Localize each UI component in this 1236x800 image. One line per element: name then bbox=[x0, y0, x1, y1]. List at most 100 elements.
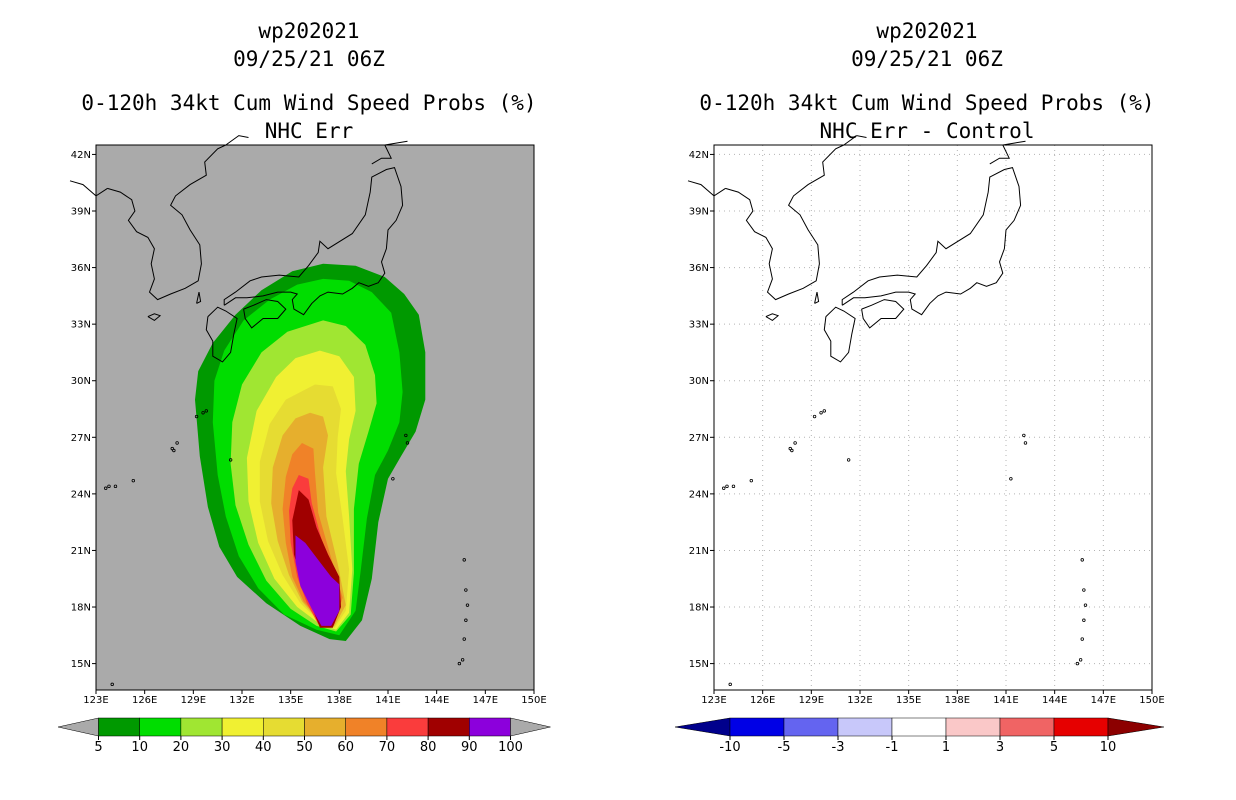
island-marker bbox=[170, 446, 174, 451]
colorbar-label: 60 bbox=[337, 740, 354, 755]
island-marker bbox=[793, 441, 797, 445]
island-marker bbox=[460, 658, 465, 662]
colorbar-high-arrow bbox=[510, 717, 551, 737]
colorbar-swatch bbox=[386, 717, 429, 737]
colorbar-low-arrow bbox=[57, 717, 99, 737]
island-marker bbox=[1023, 441, 1028, 445]
island-marker bbox=[107, 484, 111, 489]
right-chart-subtitle: NHC Err - Control bbox=[819, 119, 1035, 143]
colorbar-swatch bbox=[1053, 717, 1109, 737]
tsushima-coastline bbox=[196, 291, 202, 304]
colorbar-label: 70 bbox=[379, 740, 396, 755]
colorbar-swatch bbox=[837, 717, 893, 737]
lat-tick-label: 42N bbox=[689, 150, 709, 161]
colorbar-high-arrow bbox=[1107, 717, 1165, 737]
left-datetime: 09/25/21 06Z bbox=[233, 47, 385, 71]
island-marker bbox=[788, 446, 792, 451]
island-marker bbox=[819, 411, 823, 415]
island-marker bbox=[405, 441, 410, 445]
left-chart-panel: wp202021 09/25/21 06Z 0-120h 34kt Cum Wi… bbox=[57, 19, 551, 755]
left-probability-map: 42N 39N 36N 33N 30N 27N 24N 21N 18N 15N 123E 126E 12… bbox=[57, 135, 551, 755]
island-marker bbox=[391, 477, 395, 481]
lat-tick-label: 33N bbox=[71, 320, 91, 331]
colorbar-swatch bbox=[304, 717, 346, 737]
colorbar-label: 20 bbox=[173, 740, 190, 755]
map-frame bbox=[713, 144, 1153, 691]
lat-tick-label: 18N bbox=[689, 603, 709, 614]
lat-tick-label: 30N bbox=[689, 376, 709, 387]
map-background bbox=[714, 145, 1152, 690]
china-coastline bbox=[69, 180, 108, 197]
colorbar-swatch bbox=[469, 717, 511, 737]
russia-coastline bbox=[843, 135, 867, 146]
lon-tick-label: 132E bbox=[847, 695, 872, 706]
colorbar-label: 40 bbox=[255, 740, 272, 755]
island-marker bbox=[1083, 603, 1088, 607]
colorbar-swatch bbox=[945, 717, 1001, 737]
lon-tick-label: 129E bbox=[181, 695, 206, 706]
lat-tick-label: 24N bbox=[71, 489, 91, 500]
right-datetime: 09/25/21 06Z bbox=[851, 47, 1003, 71]
lon-tick-label: 138E bbox=[945, 695, 970, 706]
lon-tick-label: 129E bbox=[799, 695, 824, 706]
korea-coastline bbox=[107, 144, 227, 301]
colorbar-label: 100 bbox=[498, 740, 523, 755]
island-marker bbox=[194, 414, 199, 419]
island-marker bbox=[731, 484, 736, 489]
shikoku-coastline bbox=[243, 299, 287, 329]
lat-tick-label: 36N bbox=[689, 263, 709, 274]
island-marker bbox=[465, 603, 470, 607]
island-marker bbox=[822, 409, 827, 413]
lat-tick-label: 27N bbox=[71, 433, 91, 444]
kyushu-coastline bbox=[823, 306, 856, 363]
island-marker bbox=[201, 411, 205, 415]
tsushima-coastline bbox=[814, 291, 820, 304]
island-marker bbox=[1022, 433, 1026, 438]
lon-tick-label: 126E bbox=[750, 695, 775, 706]
china-coastline bbox=[687, 180, 726, 197]
colorbar-label: 90 bbox=[461, 740, 478, 755]
colorbar-label: 1 bbox=[942, 740, 950, 755]
jeju-coastline bbox=[765, 313, 780, 322]
lon-tick-label: 150E bbox=[1139, 695, 1164, 706]
island-marker bbox=[1080, 558, 1084, 562]
lat-tick-label: 42N bbox=[71, 150, 91, 161]
colorbar-swatch bbox=[345, 717, 388, 737]
hokkaido-coastline bbox=[371, 140, 408, 165]
colorbar-swatch bbox=[427, 717, 470, 737]
island-marker bbox=[228, 458, 233, 462]
island-marker bbox=[175, 441, 179, 445]
colorbar-swatch bbox=[139, 717, 182, 737]
right-chart-title: 0-120h 34kt Cum Wind Speed Probs (%) bbox=[699, 91, 1155, 115]
island-marker bbox=[204, 409, 209, 413]
lon-tick-label: 147E bbox=[1091, 695, 1116, 706]
island-marker bbox=[404, 433, 408, 438]
lat-tick-label: 15N bbox=[71, 659, 91, 670]
left-chart-subtitle: NHC Err bbox=[264, 119, 354, 143]
map-frame bbox=[95, 144, 535, 691]
honshu-coastline bbox=[223, 167, 404, 316]
left-chart-title: 0-120h 34kt Cum Wind Speed Probs (%) bbox=[81, 91, 537, 115]
right-chart-panel: wp202021 09/25/21 06Z 0-120h 34kt Cum Wi… bbox=[618, 0, 1236, 800]
island-marker bbox=[131, 478, 136, 483]
lon-tick-label: 144E bbox=[424, 695, 449, 706]
lat-tick-label: 21N bbox=[71, 546, 91, 557]
russia-coastline bbox=[225, 135, 249, 146]
lat-tick-label: 21N bbox=[689, 546, 709, 557]
lon-tick-label: 135E bbox=[896, 695, 921, 706]
lat-tick-label: 39N bbox=[71, 207, 91, 218]
lon-tick-label: 141E bbox=[375, 695, 400, 706]
colorbar-label: -1 bbox=[886, 740, 899, 755]
island-marker bbox=[464, 588, 468, 592]
lon-tick-label: 123E bbox=[701, 695, 726, 706]
island-marker bbox=[464, 618, 468, 622]
island-marker bbox=[457, 661, 462, 666]
kyushu-coastline bbox=[205, 306, 238, 363]
lat-tick-label: 15N bbox=[689, 659, 709, 670]
lon-tick-label: 123E bbox=[83, 695, 108, 706]
island-marker bbox=[462, 637, 466, 641]
probability-band-90-100 bbox=[295, 535, 340, 626]
colorbar-label: -10 bbox=[719, 740, 740, 755]
island-marker bbox=[812, 414, 817, 419]
colorbar-low-arrow bbox=[674, 717, 731, 737]
